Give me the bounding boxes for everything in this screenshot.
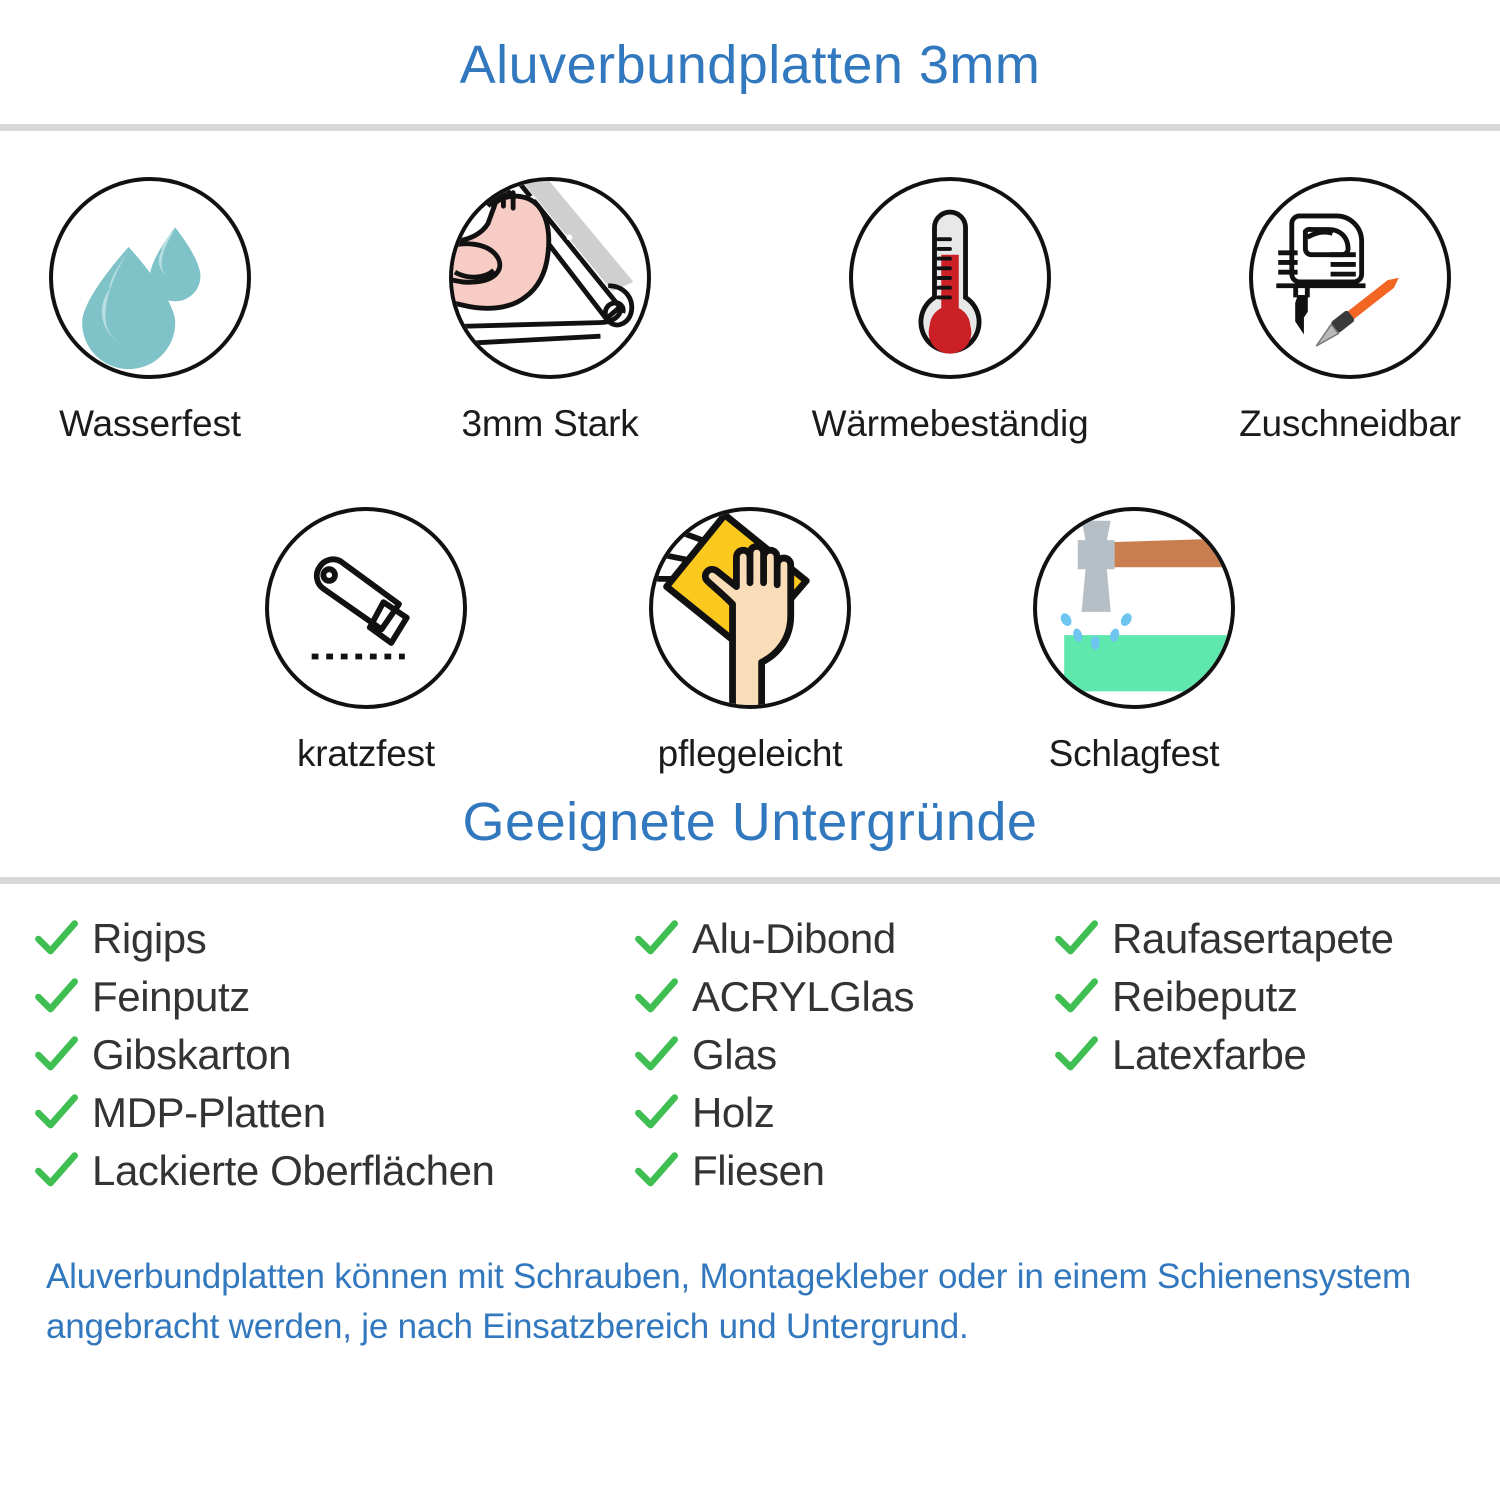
list-item-label: Alu-Dibond	[692, 915, 896, 962]
check-mark-icon	[634, 1091, 678, 1135]
water-drops-icon	[49, 177, 251, 379]
list-item-label: Raufasertapete	[1112, 915, 1394, 962]
feature-label: Schlagfest	[1048, 733, 1220, 774]
list-item-label: Gibskarton	[92, 1031, 292, 1078]
feature-label: Wasserfest	[59, 403, 241, 444]
list-item-label: Fliesen	[692, 1147, 825, 1194]
title-band: Aluverbundplatten 3mm	[0, 0, 1500, 124]
feature-kratzfest[interactable]: kratzfest	[260, 507, 472, 775]
check-mark-icon	[1054, 917, 1098, 961]
list-item: Reibeputz	[1054, 968, 1484, 1026]
feature-label: Wärmebeständig	[811, 403, 1089, 444]
list-item: Alu-Dibond	[634, 910, 1054, 968]
thermometer-icon	[849, 177, 1051, 379]
list-item-label: Holz	[692, 1089, 775, 1136]
check-mark-icon	[34, 917, 78, 961]
list-item: ACRYLGlas	[634, 968, 1054, 1026]
feature-label: kratzfest	[296, 733, 436, 774]
hammer-impact-icon	[1033, 507, 1235, 709]
substrates-column-2: Alu-Dibond ACRYLGlas Glas Holz Fliesen	[634, 910, 1054, 1200]
check-mark-icon	[34, 1149, 78, 1193]
check-mark-icon	[634, 1033, 678, 1077]
jigsaw-cutter-knife-icon	[1249, 177, 1451, 379]
flexed-arm-panel-icon	[449, 177, 651, 379]
list-item-label: MDP-Platten	[92, 1089, 326, 1136]
list-item: MDP-Platten	[34, 1084, 634, 1142]
check-mark-icon	[634, 917, 678, 961]
list-item-label: Lackierte Oberflächen	[92, 1147, 495, 1194]
check-mark-icon	[1054, 975, 1098, 1019]
hand-cloth-wipe-icon	[649, 507, 851, 709]
substrates-divider	[0, 877, 1500, 884]
feature-label: 3mm Stark	[461, 403, 639, 444]
feature-3mm-stark[interactable]: 3mm Stark	[444, 177, 656, 445]
footer-note: Aluverbundplatten können mit Schrauben, …	[46, 1257, 1411, 1346]
substrates-checklist: Rigips Feinputz Gibskarton MDP-Platten L…	[0, 884, 1500, 1200]
list-item: Lackierte Oberflächen	[34, 1142, 634, 1200]
list-item-label: Reibeputz	[1112, 973, 1298, 1020]
list-item: Feinputz	[34, 968, 634, 1026]
list-item: Latexfarbe	[1054, 1026, 1484, 1084]
list-item-label: Feinputz	[92, 973, 250, 1020]
feature-row-1: Wasserfest	[0, 177, 1500, 445]
list-item-label: Rigips	[92, 915, 207, 962]
list-item-label: Glas	[692, 1031, 777, 1078]
list-item: Gibskarton	[34, 1026, 634, 1084]
substrates-column-1: Rigips Feinputz Gibskarton MDP-Platten L…	[34, 910, 634, 1200]
list-item: Fliesen	[634, 1142, 1054, 1200]
list-item-label: ACRYLGlas	[692, 973, 915, 1020]
substrates-title: Geeignete Untergründe	[462, 792, 1038, 852]
feature-zuschneidbar[interactable]: Zuschneidbar	[1239, 177, 1461, 445]
check-mark-icon	[634, 975, 678, 1019]
feature-waermebestaendig[interactable]: Wärmebeständig	[812, 177, 1089, 445]
feature-grid: Wasserfest	[0, 131, 1500, 775]
cutter-scratch-icon	[265, 507, 467, 709]
check-mark-icon	[34, 1091, 78, 1135]
check-mark-icon	[34, 975, 78, 1019]
list-item-label: Latexfarbe	[1112, 1031, 1307, 1078]
check-mark-icon	[634, 1149, 678, 1193]
list-item: Raufasertapete	[1054, 910, 1484, 968]
substrates-title-band: Geeignete Untergründe	[0, 775, 1500, 877]
list-item: Rigips	[34, 910, 634, 968]
list-item: Glas	[634, 1026, 1054, 1084]
feature-row-2: kratzfest pflegeleicht	[0, 507, 1500, 775]
feature-pflegeleicht[interactable]: pflegeleicht	[644, 507, 856, 775]
list-item: Holz	[634, 1084, 1054, 1142]
page-title: Aluverbundplatten 3mm	[459, 35, 1041, 95]
title-divider	[0, 124, 1500, 131]
feature-hammer-impact[interactable]: Schlagfest	[1028, 507, 1240, 775]
feature-label: Zuschneidbar	[1239, 403, 1461, 444]
feature-label: pflegeleicht	[657, 733, 843, 774]
feature-wasserfest[interactable]: Wasserfest	[44, 177, 256, 445]
check-mark-icon	[34, 1033, 78, 1077]
check-mark-icon	[1054, 1033, 1098, 1077]
substrates-column-3: Raufasertapete Reibeputz Latexfarbe	[1054, 910, 1484, 1084]
